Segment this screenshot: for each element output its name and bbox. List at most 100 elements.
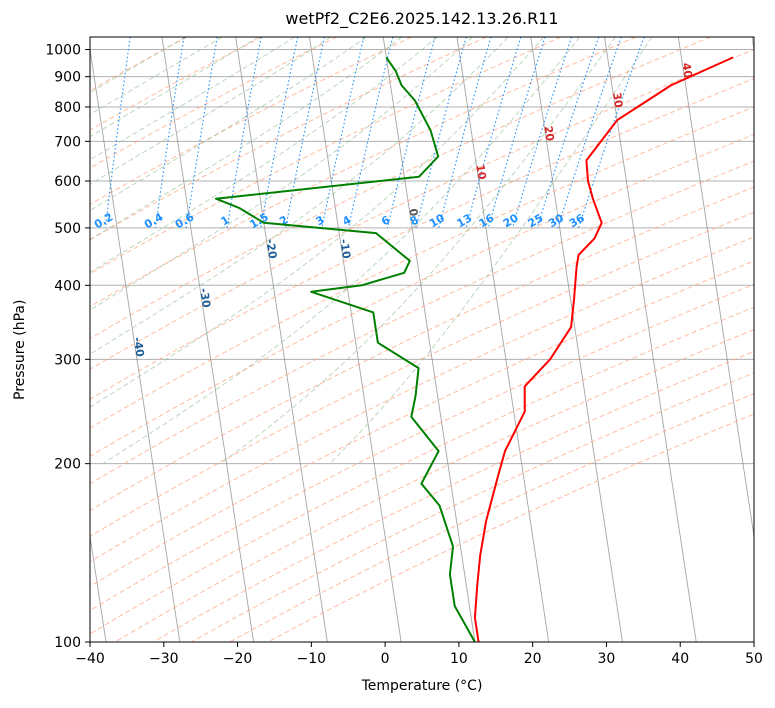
- isotherm-line: [382, 37, 476, 642]
- y-axis-label: Pressure (hPa): [12, 299, 28, 400]
- moist-adiabat-line: [102, 37, 580, 465]
- mixing-ratio-line: [59, 37, 80, 228]
- x-tick-label: −10: [297, 651, 327, 667]
- x-tick-label: 20: [524, 651, 542, 667]
- y-tick-label: 800: [54, 100, 81, 116]
- dry-adiabat-line: [152, 350, 754, 642]
- mixing-ratio-label: 6: [379, 213, 392, 228]
- dry-adiabat-line: [90, 49, 754, 370]
- mixing-ratio-line: [557, 37, 622, 229]
- dry-adiabat-line: [90, 37, 711, 340]
- isotherm-line: [751, 37, 754, 53]
- dewpoint-line: [214, 56, 476, 642]
- moist-adiabat-line: [90, 37, 367, 212]
- dry-adiabat-line: [90, 37, 562, 275]
- dry-adiabat-line: [90, 37, 412, 206]
- dry-adiabat-line: [90, 160, 754, 485]
- isotherm-line: [90, 533, 107, 642]
- mixing-ratio-line: [185, 37, 218, 228]
- moist-adiabat-line: [90, 37, 331, 185]
- mixing-ratio-line: [260, 37, 299, 228]
- isotherm-label: -10: [337, 238, 353, 260]
- isotherm-label: -40: [131, 336, 147, 358]
- mixing-ratio-line: [536, 37, 600, 229]
- mixing-ratio-line: [578, 37, 645, 229]
- isotherm-label: 30: [610, 92, 625, 109]
- dry-adiabat-line: [229, 393, 754, 642]
- dry-adiabat-line: [90, 211, 754, 538]
- y-tick-label: 1000: [45, 43, 81, 59]
- moist-adiabat-line: [90, 37, 186, 94]
- mixing-ratio-line: [154, 37, 185, 228]
- y-tick-label: 300: [54, 352, 81, 368]
- mixing-ratio-line: [487, 37, 546, 229]
- x-tick-label: −20: [223, 651, 253, 667]
- moist-adiabat-line: [90, 37, 473, 311]
- isotherm-label: -20: [263, 238, 279, 260]
- moist-adiabat-line: [90, 37, 295, 161]
- mixing-ratio-line: [386, 37, 436, 229]
- dry-adiabat-line: [90, 37, 487, 241]
- chart-title: wetPf2_C2E6.2025.142.13.26.R11: [285, 9, 559, 28]
- mixing-ratio-line: [226, 37, 262, 228]
- mixing-ratio-line: [512, 37, 573, 229]
- moist-adiabat-line: [90, 37, 223, 116]
- mixing-ratio-label: 4: [340, 213, 353, 228]
- moist-adiabat-line: [90, 37, 545, 408]
- mixing-ratio-line: [465, 37, 522, 229]
- mixing-ratio-line: [438, 37, 492, 229]
- moist-adiabat-line: [90, 37, 509, 355]
- mixing-ratio-line: [347, 37, 394, 229]
- dry-adiabat-line: [90, 37, 263, 131]
- isotherm-line: [530, 37, 623, 642]
- y-tick-label: 200: [54, 457, 81, 473]
- mixing-ratio-line: [321, 37, 365, 229]
- mixing-ratio-line: [104, 37, 131, 228]
- x-tick-label: −40: [75, 651, 105, 667]
- dry-adiabat-line: [90, 236, 754, 563]
- moist-adiabat-line: [90, 37, 438, 273]
- moist-adiabat-line: [220, 37, 616, 465]
- mixing-ratio-label: 3: [314, 213, 327, 228]
- mixing-ratio-line: [285, 37, 326, 229]
- x-tick-label: 0: [381, 651, 390, 667]
- mixing-ratio-line: [415, 37, 467, 229]
- profile-series: [214, 56, 734, 642]
- y-tick-label: 700: [54, 134, 81, 150]
- dry-adiabat-line: [90, 106, 754, 429]
- isotherm-label: 20: [541, 125, 556, 142]
- x-tick-label: −30: [149, 651, 179, 667]
- isotherm-label: 10: [473, 163, 488, 180]
- x-tick-label: 10: [450, 651, 468, 667]
- dry-adiabat-line: [90, 37, 637, 308]
- isotherm-line: [604, 37, 697, 642]
- y-tick-label: 600: [54, 174, 81, 190]
- moist-adiabat-line: [90, 37, 259, 138]
- dry-adiabat-line: [90, 78, 754, 400]
- dry-adiabat-line: [90, 260, 754, 588]
- y-tick-label: 400: [54, 278, 81, 294]
- x-tick-label: 30: [598, 651, 616, 667]
- temperature-line: [473, 56, 734, 642]
- isotherm-line: [90, 46, 181, 642]
- y-tick-label: 900: [54, 70, 81, 86]
- y-tick-label: 500: [54, 221, 81, 237]
- moist-adiabat-line: [329, 37, 653, 465]
- isotherm-label: -30: [197, 287, 213, 309]
- isotherm-label: 40: [679, 62, 694, 79]
- x-tick-label: 40: [671, 651, 689, 667]
- dry-adiabat-line: [90, 37, 337, 169]
- isotherm-label: -60: [0, 434, 14, 456]
- isotherm-line: [677, 37, 754, 540]
- plot-frame: [89, 36, 755, 643]
- dry-adiabat-line: [90, 37, 188, 92]
- x-axis-label: Temperature (°C): [361, 678, 483, 694]
- isotherm-line: [161, 37, 255, 642]
- y-tick-label: 100: [54, 635, 81, 651]
- isotherm-line: [456, 37, 550, 642]
- isotherm-label: -50: [64, 385, 80, 407]
- isotherm-line: [235, 37, 328, 642]
- dry-adiabat-line: [90, 306, 754, 635]
- dry-adiabat-line: [90, 186, 754, 512]
